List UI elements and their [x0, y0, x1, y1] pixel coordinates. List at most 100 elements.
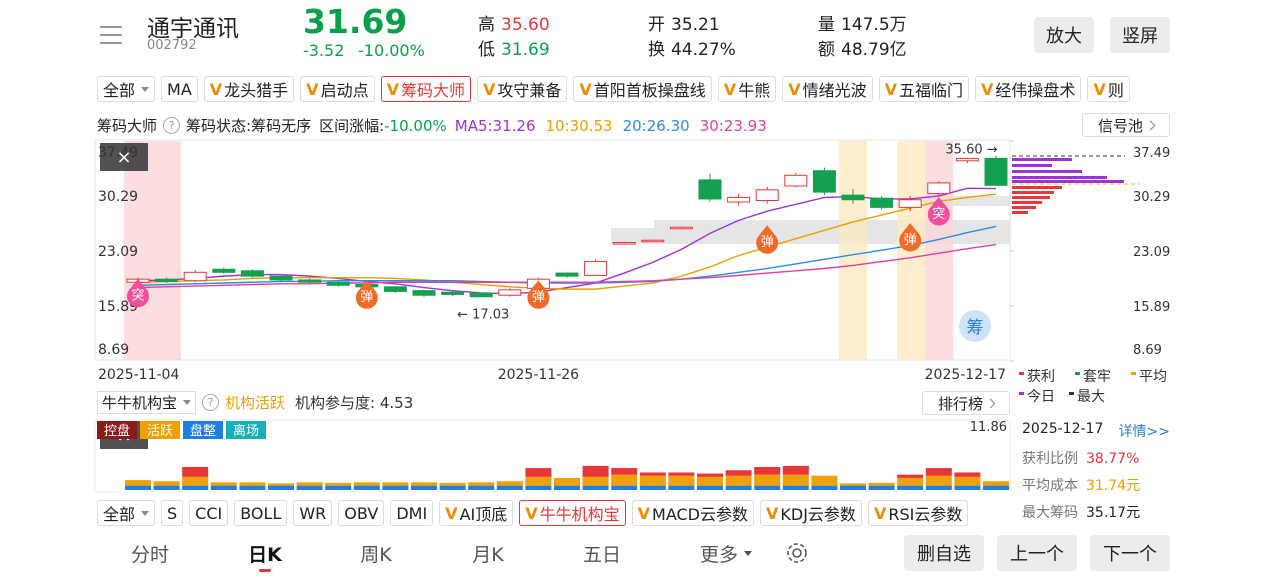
tab-label: 情绪光波: [802, 81, 867, 100]
volume-segment: [868, 482, 895, 486]
legend-chip: [226, 421, 266, 439]
volume-segment: [411, 482, 437, 486]
volume-segment: [439, 482, 466, 486]
tab[interactable]: V 情绪光波: [782, 76, 873, 102]
volume-segment: [697, 485, 723, 490]
signal-marker: [527, 280, 550, 309]
tab-label: DMI: [396, 503, 428, 523]
tab-badge: V: [1093, 79, 1106, 99]
tab[interactable]: V 筹码大师: [380, 76, 471, 102]
header-button[interactable]: 竖屏: [1110, 17, 1170, 53]
tab[interactable]: V 首阳首板操盘线: [573, 76, 712, 102]
signal-label: 弹: [761, 235, 774, 250]
nav-tab[interactable]: 周K: [346, 540, 406, 567]
tab[interactable]: 全部: [97, 500, 156, 526]
change: -3.52: [303, 41, 345, 60]
tab[interactable]: V 五福临门: [878, 76, 970, 102]
stat: 额 48.79亿: [818, 35, 907, 60]
candle-body: [212, 268, 236, 273]
tab[interactable]: V 龙头猎手: [203, 76, 295, 102]
stat-value: 44.27%: [671, 40, 736, 60]
volume-segment: [725, 475, 752, 486]
info-details[interactable]: 详情>>: [1118, 424, 1170, 440]
nav-more[interactable]: 更多: [700, 540, 753, 567]
tab-label: 则: [1107, 81, 1124, 100]
y-tick-label: 23.09: [98, 244, 138, 260]
tab-label: S: [167, 503, 178, 523]
lower-tick-label: 11.86: [970, 420, 1007, 435]
tab[interactable]: V 经伟操盘术: [975, 76, 1082, 102]
tab[interactable]: BOLL: [234, 500, 288, 526]
volume-segment: [983, 485, 1009, 490]
nav-button[interactable]: 下一个: [1090, 535, 1170, 571]
signal-marker: [127, 278, 149, 308]
tab[interactable]: V KDJ云参数: [760, 500, 862, 526]
nav-tab[interactable]: 分时: [120, 540, 180, 567]
volume-segment: [868, 485, 895, 490]
legend-swatch: [1069, 392, 1074, 395]
tab[interactable]: V RSI云参数: [867, 500, 969, 526]
nav-tab[interactable]: 五日: [572, 540, 632, 567]
indicator-select[interactable]: 牛牛机构宝: [97, 391, 197, 414]
header-button[interactable]: 放大: [1034, 17, 1094, 53]
tab[interactable]: V 攻守兼备: [476, 76, 568, 102]
tab[interactable]: V 牛熊: [717, 76, 777, 102]
stat-label: 低: [478, 40, 495, 60]
tab[interactable]: S: [161, 500, 184, 526]
legend-swatch: [1075, 372, 1080, 375]
nav-button[interactable]: 上一个: [997, 535, 1077, 571]
tab-badge: V: [766, 503, 779, 523]
settings-icon[interactable]: [785, 541, 809, 565]
candle-body: [240, 270, 264, 277]
signal-button[interactable]: 信号池: [1082, 113, 1170, 137]
volume-segment: [210, 482, 237, 486]
stock-name: 通宇通讯: [147, 16, 239, 42]
legend-chip: [183, 421, 223, 439]
tab[interactable]: MA: [161, 76, 198, 102]
tab[interactable]: DMI: [390, 500, 434, 526]
volume-segment: [153, 485, 180, 490]
chart-bar: 筹码大师? 筹码状态:筹码无序 区间涨幅: -10.00% MA5:31.26 10:30…: [97, 115, 777, 136]
volume-segment: [468, 482, 495, 486]
tab-underline: [259, 569, 271, 572]
tab[interactable]: V 启动点: [300, 76, 375, 102]
volume-segment: [725, 485, 752, 490]
x-tick-label: 2025-12-17: [925, 367, 1006, 383]
highlight-band: [925, 141, 953, 360]
tab-label: RSI云参数: [888, 505, 963, 524]
tab-label: 首阳首板操盘线: [593, 81, 706, 100]
close-box: [100, 143, 148, 171]
tab[interactable]: V MACD云参数: [631, 500, 754, 526]
volume-segment: [782, 465, 809, 475]
tab[interactable]: V AI顶底: [439, 500, 514, 526]
legend-chip: [97, 421, 137, 439]
tab[interactable]: CCI: [189, 500, 229, 526]
candle-body: [469, 292, 493, 298]
tab-badge: V: [579, 79, 592, 99]
volume-segment: [353, 485, 380, 490]
stat-label: 高: [478, 15, 495, 35]
volume-segment: [296, 485, 323, 490]
nav-tab[interactable]: 日K: [235, 540, 295, 567]
close-icon: ×: [116, 147, 131, 168]
nav-tab[interactable]: 月K: [458, 540, 518, 567]
dropdown-arrow: [141, 510, 150, 516]
candle-body: [669, 226, 693, 230]
volume-segment: [811, 475, 838, 486]
legend-swatch: [1019, 372, 1024, 375]
volume-segment: [325, 482, 352, 486]
tab[interactable]: V 牛牛机构宝: [519, 500, 626, 526]
legend-swatch: [1019, 392, 1024, 395]
tab[interactable]: 全部: [97, 76, 156, 102]
legend-label: 平均: [1139, 369, 1167, 385]
legend-chip-label: 盘整: [190, 423, 216, 439]
volume-segment: [668, 485, 695, 490]
nav-button[interactable]: 删自选: [904, 535, 984, 571]
tab[interactable]: OBV: [338, 500, 385, 526]
menu-icon[interactable]: [98, 24, 126, 46]
rank-button[interactable]: 排行榜: [922, 391, 1010, 415]
volume-segment: [582, 465, 609, 477]
tab[interactable]: WR: [293, 500, 333, 526]
tab-badge: V: [873, 503, 887, 523]
